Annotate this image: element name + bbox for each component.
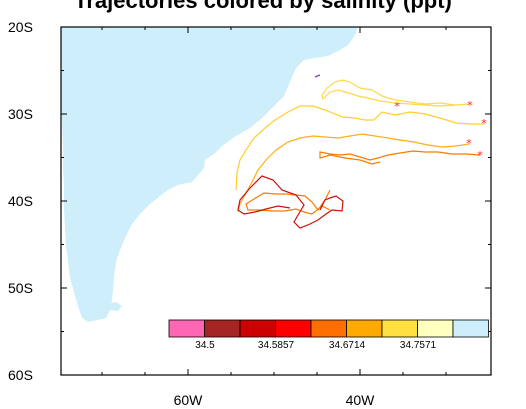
y-tick-label: 20S: [8, 19, 33, 35]
trajectory-lower-orange: [245, 189, 331, 215]
tick-layer: [61, 26, 491, 376]
start-marker-star: *: [481, 117, 487, 130]
colorbar-box: [204, 319, 241, 338]
trajectory-layer: [235, 74, 484, 229]
x-axis-labels: 60W 40W: [174, 392, 376, 408]
start-marker-star: *: [477, 149, 483, 162]
trajectory-lower-orange: [319, 150, 481, 165]
y-tick-label: 40S: [8, 193, 33, 209]
trajectory-purple-segment: [314, 74, 321, 78]
map-panel: * * * * *: [60, 26, 492, 376]
start-marker-star: *: [466, 137, 472, 150]
colorbar-labels: 34.5 34.5857 34.6714 34.7571: [195, 340, 436, 351]
trajectory-upper-yellow: [235, 105, 484, 191]
map-title: Trajectories colored by salinity (ppt): [74, 0, 452, 13]
colorbar-box: [346, 319, 383, 338]
colorbar-box: [417, 319, 454, 338]
colorbar-label: 34.7571: [400, 340, 437, 351]
colorbar-label: 34.5: [195, 340, 215, 351]
colorbar-box: [275, 319, 312, 338]
colorbar-box: [381, 319, 418, 338]
x-tick-label: 40W: [346, 392, 376, 408]
y-axis-labels: 20S 30S 40S 50S 60S: [8, 19, 33, 383]
y-tick-label: 60S: [8, 367, 33, 383]
trajectory-north-yellow: [321, 79, 470, 107]
trajectory-middle-orange: [237, 133, 470, 213]
colorbar-box: [168, 319, 205, 338]
colorbar-label: 34.5857: [258, 340, 295, 351]
colorbar-box: [239, 319, 276, 338]
colorbar-box: [310, 319, 347, 338]
falkland-islands: [108, 302, 122, 311]
x-tick-label: 60W: [174, 392, 204, 408]
y-tick-label: 30S: [8, 106, 33, 122]
y-tick-label: 50S: [8, 280, 33, 296]
colorbar-box: [452, 319, 489, 338]
start-marker-layer: * * * * *: [394, 99, 487, 162]
colorbar: [168, 319, 489, 338]
trajectory-southern-red: [237, 175, 344, 229]
south-america-land: [61, 27, 358, 322]
colorbar-label: 34.6714: [329, 340, 366, 351]
start-marker-star: *: [394, 100, 400, 113]
start-marker-star: *: [467, 99, 473, 112]
